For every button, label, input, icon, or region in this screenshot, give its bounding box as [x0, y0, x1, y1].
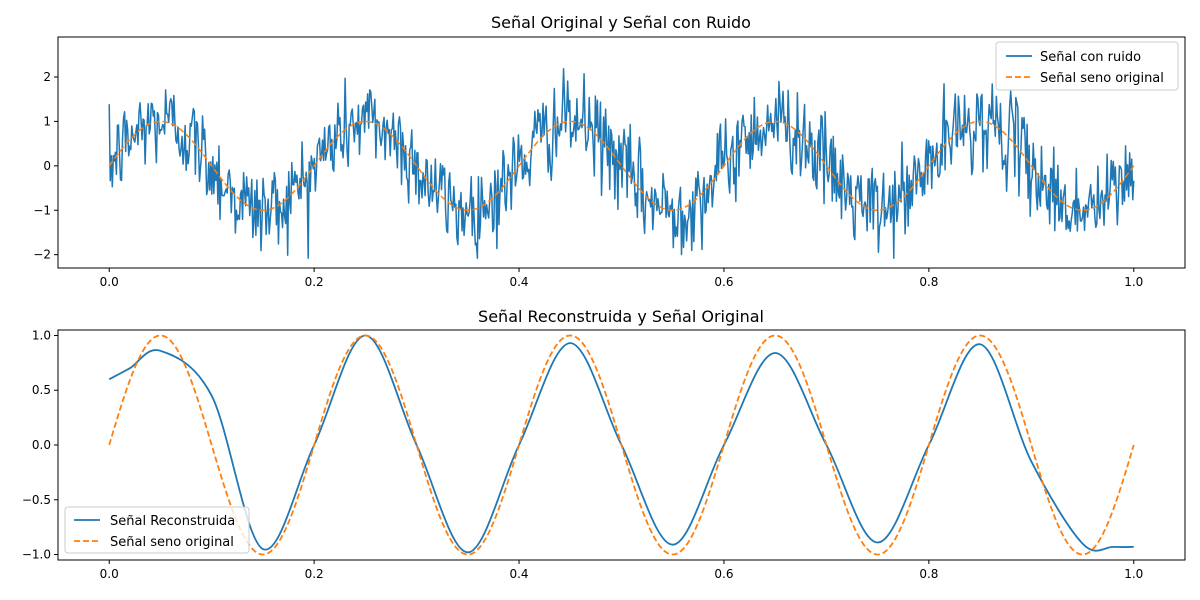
- x-tick-label: 0.0: [100, 275, 119, 289]
- chart-title: Señal Original y Señal con Ruido: [491, 13, 751, 32]
- x-tick-label: 0.0: [100, 567, 119, 581]
- x-tick-label: 1.0: [1124, 567, 1143, 581]
- plot-area: [108, 334, 1135, 556]
- series-line-noisy: [108, 67, 1135, 259]
- y-tick-label: −0.5: [22, 493, 51, 507]
- y-tick-label: 1.0: [32, 328, 51, 342]
- series-line-original: [108, 334, 1135, 556]
- legend: Señal con ruido Señal seno original: [995, 41, 1179, 91]
- series-line-original: [108, 120, 1135, 212]
- legend-label-original: Señal seno original: [110, 535, 234, 550]
- y-tick-label: 0.5: [32, 383, 51, 397]
- legend-box: [64, 506, 250, 554]
- y-tick-label: 2: [43, 70, 51, 84]
- legend-label-noisy: Señal con ruido: [1040, 50, 1141, 65]
- x-tick-label: 0.6: [714, 567, 733, 581]
- legend-box: [995, 41, 1179, 91]
- y-tick-label: 0.0: [32, 438, 51, 452]
- y-tick-label: 0: [43, 159, 51, 173]
- x-tick-label: 1.0: [1124, 275, 1143, 289]
- axes: 0.0 0.2 0.4 0.6 0.8 1.0 −2 −1 0 1 2: [33, 36, 1186, 289]
- x-tick-label: 0.2: [305, 567, 324, 581]
- x-tick-label: 0.4: [509, 567, 528, 581]
- x-tick-label: 0.8: [919, 275, 938, 289]
- axes: 0.0 0.2 0.4 0.6 0.8 1.0 −1.0 −0.5 0.0 0.5 1.0: [22, 328, 1186, 581]
- legend-label-reconstructed: Señal Reconstruida: [110, 514, 235, 529]
- x-tick-label: 0.2: [305, 275, 324, 289]
- chart-noisy-signal: Señal Original y Señal con Ruido 0.0 0.2 0…: [33, 13, 1186, 289]
- x-tick-label: 0.6: [714, 275, 733, 289]
- x-tick-label: 0.4: [509, 275, 528, 289]
- plot-area: [108, 67, 1135, 259]
- y-tick-label: 1: [43, 114, 51, 128]
- y-tick-label: −2: [33, 248, 51, 262]
- x-tick-label: 0.8: [919, 567, 938, 581]
- axes-frame: [57, 36, 1186, 269]
- y-tick-label: −1: [33, 203, 51, 217]
- chart-reconstructed-signal: Señal Reconstruida y Señal Original 0.0 0…: [22, 307, 1186, 581]
- y-tick-label: −1.0: [22, 548, 51, 562]
- series-line-reconstructed: [108, 334, 1134, 554]
- legend-label-original: Señal seno original: [1040, 71, 1164, 86]
- legend: Señal Reconstruida Señal seno original: [64, 506, 250, 554]
- chart-title: Señal Reconstruida y Señal Original: [478, 307, 764, 326]
